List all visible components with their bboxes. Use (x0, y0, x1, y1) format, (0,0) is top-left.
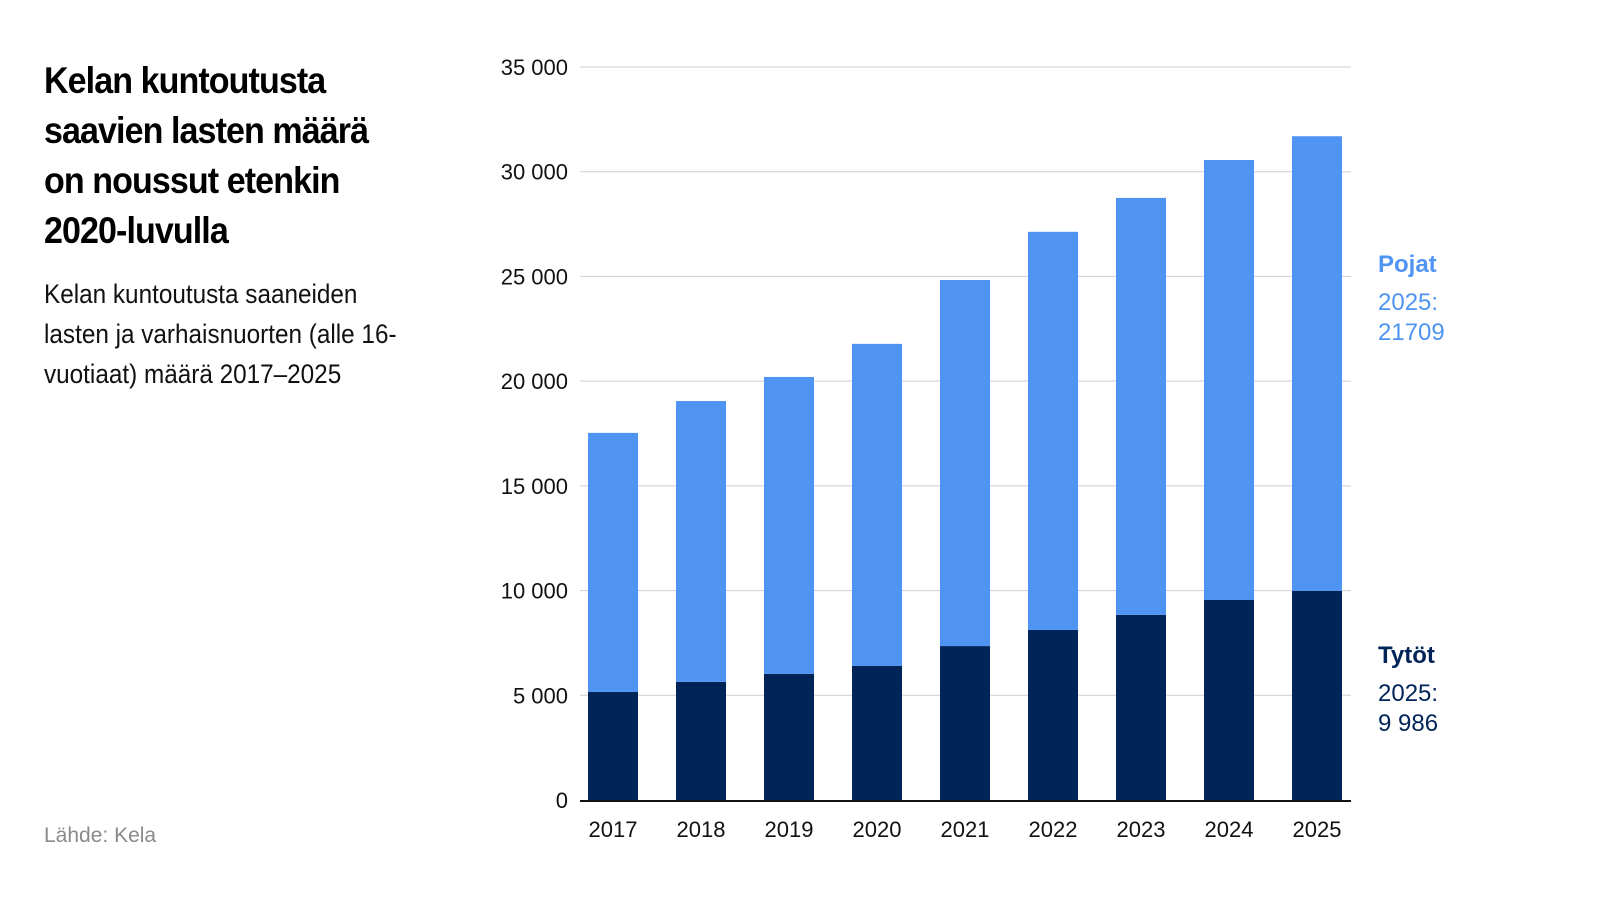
bar-tytöt-2018 (676, 681, 726, 800)
x-tick-label: 2021 (941, 817, 990, 842)
y-tick-label: 30 000 (501, 160, 568, 185)
legend-pojat-name: Pojat (1378, 251, 1437, 278)
bar-pojat-2025 (1292, 136, 1342, 591)
y-tick-label: 15 000 (501, 474, 568, 499)
x-tick-label: 2022 (1029, 817, 1078, 842)
bar-pojat-2017 (588, 432, 638, 692)
x-tick-label: 2019 (765, 817, 814, 842)
y-tick-label: 5 000 (513, 683, 568, 708)
bar-pojat-2022 (1028, 231, 1078, 630)
bar-tytöt-2022 (1028, 629, 1078, 800)
bar-pojat-2020 (852, 343, 902, 666)
y-tick-label: 0 (556, 788, 568, 813)
legend-pojat: Pojat 2025: 21709 (1378, 250, 1445, 348)
chart-subtitle: Kelan kuntoutusta saaneiden lasten ja va… (44, 279, 397, 389)
bar-tytöt-2021 (940, 646, 990, 800)
y-tick-label: 35 000 (501, 55, 568, 80)
legend-pojat-label: 2025: (1378, 289, 1439, 316)
bar-pojat-2019 (764, 376, 814, 674)
bar-tytöt-2024 (1204, 599, 1254, 800)
bar-tytöt-2017 (588, 691, 638, 800)
x-tick-label: 2017 (589, 817, 638, 842)
y-tick-label: 20 000 (501, 369, 568, 394)
y-tick-label: 10 000 (501, 579, 568, 604)
x-tick-label: 2024 (1205, 817, 1254, 842)
x-tick-label: 2020 (853, 817, 902, 842)
source-note: Lähde: Kela (44, 824, 157, 847)
legend-tytot-name: Tytöt (1378, 642, 1435, 669)
bar-pojat-2023 (1116, 197, 1166, 615)
bar-tytöt-2019 (764, 673, 814, 800)
legend-tytot-label: 2025: (1378, 680, 1439, 707)
bar-pojat-2018 (676, 401, 726, 682)
legend-tytot-value: 9 986 (1378, 710, 1439, 737)
bar-tytöt-2023 (1116, 614, 1166, 800)
bar-tytöt-2020 (852, 665, 902, 800)
x-tick-label: 2018 (677, 817, 726, 842)
bar-pojat-2021 (940, 279, 990, 647)
x-tick-label: 2025 (1293, 817, 1342, 842)
bar-pojat-2024 (1204, 159, 1254, 600)
x-tick-label: 2023 (1117, 817, 1166, 842)
legend-tytot: Tytöt 2025: 9 986 (1378, 641, 1438, 739)
chart-title: Kelan kuntoutusta saavien lasten määrä o… (44, 60, 369, 251)
legend-pojat-value: 21709 (1378, 319, 1445, 346)
y-tick-label: 25 000 (501, 264, 568, 289)
bar-tytöt-2025 (1292, 590, 1342, 800)
